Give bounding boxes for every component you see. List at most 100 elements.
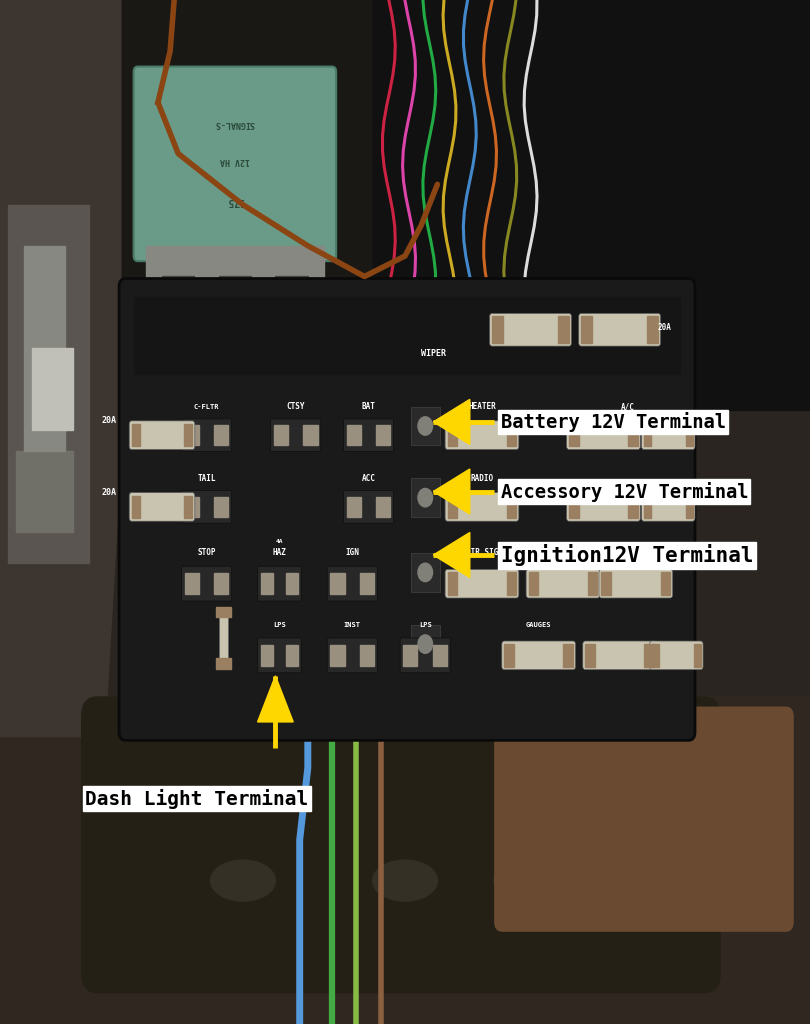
Bar <box>686 424 693 446</box>
Text: CTSY: CTSY <box>287 402 305 411</box>
Bar <box>330 645 344 667</box>
Bar <box>131 424 140 446</box>
Text: C-FLTR: C-FLTR <box>194 403 220 410</box>
Text: 20A: 20A <box>657 324 671 332</box>
Bar <box>215 497 228 517</box>
FancyBboxPatch shape <box>181 490 232 523</box>
Text: ACC: ACC <box>361 474 376 482</box>
FancyBboxPatch shape <box>258 638 301 673</box>
Text: RADIO: RADIO <box>471 474 493 482</box>
Bar <box>8 205 89 563</box>
Bar <box>403 645 417 667</box>
Text: A/C: A/C <box>620 402 635 411</box>
Bar <box>644 496 650 518</box>
Bar <box>286 645 298 667</box>
FancyBboxPatch shape <box>567 493 640 521</box>
Text: LPS: LPS <box>419 622 432 628</box>
Bar <box>446 0 810 410</box>
Bar <box>16 451 73 532</box>
Bar <box>529 572 538 595</box>
Text: Accessory 12V Terminal: Accessory 12V Terminal <box>501 481 748 502</box>
Text: 20A: 20A <box>102 417 117 425</box>
Bar <box>347 425 360 445</box>
Bar <box>652 644 659 667</box>
Bar <box>507 424 517 446</box>
Bar <box>645 644 654 667</box>
FancyBboxPatch shape <box>446 493 518 521</box>
Bar <box>569 424 578 446</box>
Ellipse shape <box>34 353 71 425</box>
FancyBboxPatch shape <box>119 279 695 740</box>
Bar <box>134 297 680 374</box>
Text: 175: 175 <box>226 196 244 206</box>
FancyBboxPatch shape <box>400 638 450 673</box>
FancyBboxPatch shape <box>489 313 572 346</box>
Bar <box>492 316 503 343</box>
Bar <box>447 572 457 595</box>
Text: STOP: STOP <box>198 549 215 557</box>
Bar <box>569 496 578 518</box>
Circle shape <box>418 563 433 582</box>
Circle shape <box>418 417 433 435</box>
FancyBboxPatch shape <box>258 566 301 601</box>
Bar <box>185 573 198 594</box>
FancyBboxPatch shape <box>642 421 695 450</box>
Text: IGN: IGN <box>345 549 360 557</box>
Bar <box>330 573 344 594</box>
FancyBboxPatch shape <box>446 421 518 450</box>
Bar <box>185 497 198 517</box>
Bar <box>216 658 231 669</box>
FancyBboxPatch shape <box>81 696 721 993</box>
Polygon shape <box>258 676 293 722</box>
FancyBboxPatch shape <box>327 638 377 673</box>
FancyBboxPatch shape <box>599 569 672 598</box>
Bar <box>564 644 573 667</box>
Bar <box>286 573 298 594</box>
Bar <box>644 424 650 446</box>
Bar <box>377 425 390 445</box>
Bar <box>661 572 670 595</box>
Bar <box>686 496 693 518</box>
Bar <box>215 425 228 445</box>
Bar <box>0 696 810 1024</box>
Text: GAUGES: GAUGES <box>526 622 552 628</box>
Bar <box>216 607 231 617</box>
FancyBboxPatch shape <box>181 566 232 601</box>
Text: HEATER: HEATER <box>468 402 496 411</box>
FancyBboxPatch shape <box>271 419 321 452</box>
Bar <box>162 276 194 317</box>
Bar <box>504 644 514 667</box>
FancyBboxPatch shape <box>129 493 194 521</box>
FancyBboxPatch shape <box>650 641 703 670</box>
Polygon shape <box>433 532 470 578</box>
Circle shape <box>418 488 433 507</box>
Bar <box>411 553 440 592</box>
Bar <box>215 573 228 594</box>
FancyBboxPatch shape <box>642 493 695 521</box>
Circle shape <box>418 635 433 653</box>
Text: INST: INST <box>344 622 360 628</box>
Bar <box>0 0 810 287</box>
Bar <box>411 625 440 664</box>
Bar <box>647 316 658 343</box>
Bar <box>588 572 597 595</box>
Bar <box>219 276 251 317</box>
Text: Dash Light Terminal: Dash Light Terminal <box>85 788 309 809</box>
Text: 20A: 20A <box>102 488 117 497</box>
FancyBboxPatch shape <box>526 569 599 598</box>
FancyBboxPatch shape <box>343 419 394 452</box>
Bar <box>360 573 374 594</box>
Bar <box>184 424 193 446</box>
Text: 12V HA: 12V HA <box>220 156 250 165</box>
Text: HAZ: HAZ <box>272 549 287 557</box>
Bar <box>146 246 324 297</box>
Ellipse shape <box>211 860 275 901</box>
Text: SIGNAL-S: SIGNAL-S <box>215 119 255 128</box>
Text: LPS: LPS <box>273 622 286 628</box>
Polygon shape <box>433 399 470 444</box>
Bar <box>131 496 140 518</box>
Bar <box>558 316 569 343</box>
Bar <box>274 425 288 445</box>
FancyBboxPatch shape <box>134 67 336 261</box>
Text: Ignition12V Terminal: Ignition12V Terminal <box>501 544 753 566</box>
